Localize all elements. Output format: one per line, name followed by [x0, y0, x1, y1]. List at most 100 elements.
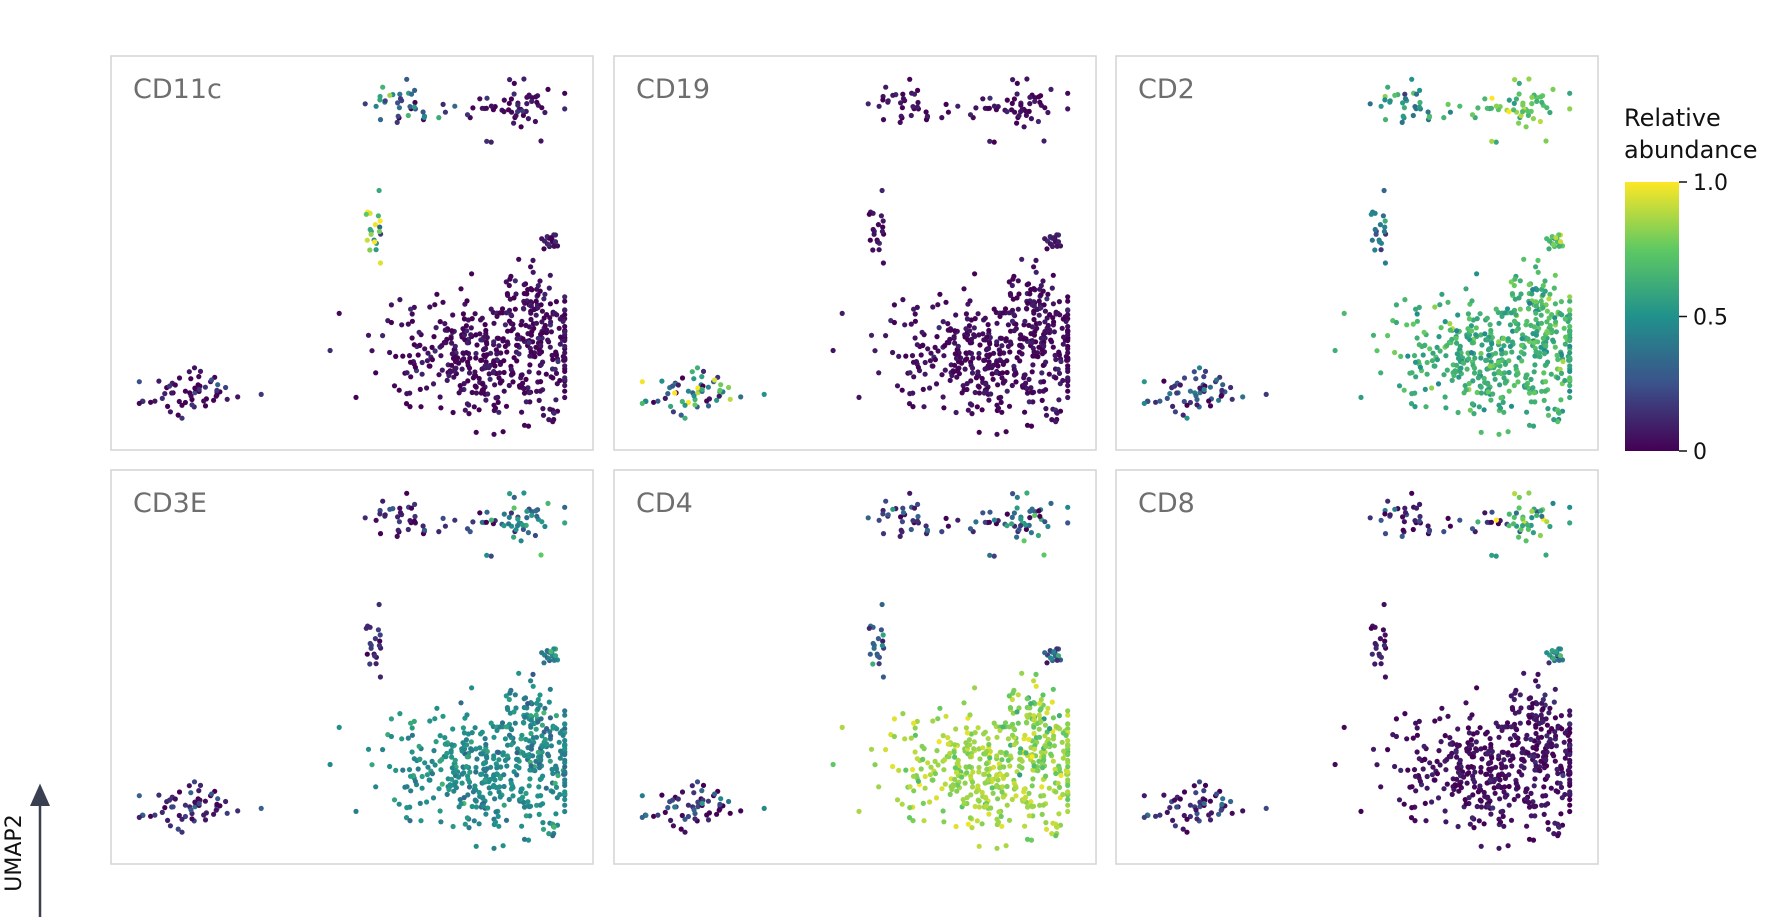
scatter-point: [558, 334, 564, 340]
scatter-point: [503, 279, 509, 285]
scatter-point: [1060, 730, 1066, 736]
scatter-point: [1488, 811, 1494, 817]
scatter-point: [1065, 329, 1071, 335]
scatter-point: [972, 730, 978, 736]
scatter-point: [1187, 388, 1193, 394]
scatter-point: [494, 765, 500, 771]
scatter-point: [1402, 505, 1408, 511]
scatter-point: [1435, 381, 1442, 387]
scatter-point: [1463, 700, 1469, 706]
scatter-point: [1054, 243, 1060, 249]
scatter-point: [1055, 653, 1062, 659]
scatter-point: [524, 101, 530, 107]
scatter-point: [1038, 749, 1044, 755]
scatter-point: [986, 359, 992, 365]
scatter-point: [1525, 336, 1531, 342]
scatter-point: [528, 730, 534, 737]
scatter-point: [1004, 523, 1010, 529]
scatter-point: [1487, 363, 1493, 369]
scatter-point: [416, 329, 422, 335]
scatter-point: [1172, 823, 1178, 829]
scatter-point: [467, 769, 473, 775]
scatter-point: [1435, 795, 1442, 801]
scatter-point: [1377, 653, 1383, 659]
scatter-point: [995, 382, 1001, 388]
scatter-point: [552, 653, 559, 659]
scatter-point: [553, 784, 560, 791]
scatter-point: [223, 798, 229, 805]
scatter-point: [470, 789, 476, 795]
scatter-point: [1413, 788, 1419, 794]
scatter-point: [538, 379, 544, 385]
scatter-point: [1567, 323, 1573, 330]
scatter-point: [691, 790, 697, 796]
scatter-point: [1475, 375, 1481, 381]
scatter-point: [1547, 291, 1553, 297]
scatter-point: [449, 351, 455, 357]
scatter-point: [1489, 552, 1495, 558]
scatter-point: [976, 350, 982, 357]
scatter-point: [519, 732, 525, 738]
scatter-point: [1036, 734, 1043, 740]
scatter-point: [1493, 139, 1499, 145]
scatter-point: [1369, 651, 1375, 657]
scatter-point: [452, 103, 458, 109]
scatter-point: [1187, 802, 1193, 808]
scatter-point: [377, 97, 383, 103]
scatter-point: [995, 796, 1001, 802]
scatter-point: [1018, 523, 1024, 529]
scatter-point: [510, 120, 517, 126]
scatter-point: [548, 733, 554, 739]
scatter-point: [388, 716, 394, 722]
scatter-point: [533, 320, 540, 326]
scatter-point: [1031, 746, 1037, 752]
scatter-point: [1065, 368, 1071, 374]
scatter-point: [409, 318, 415, 324]
umap2-axis-label: UMAP2: [2, 814, 27, 891]
scatter-point: [996, 761, 1002, 767]
scatter-point: [979, 789, 985, 796]
scatter-point: [1027, 515, 1033, 521]
scatter-point: [533, 508, 539, 514]
scatter-point: [1520, 102, 1526, 108]
scatter-point: [1014, 91, 1020, 97]
scatter-point: [682, 829, 688, 835]
scatter-point: [991, 553, 997, 559]
scatter-point: [1549, 312, 1555, 318]
scatter-point: [738, 394, 744, 400]
scatter-point: [459, 780, 465, 786]
scatter-point: [1501, 343, 1507, 349]
scatter-point: [1549, 741, 1555, 747]
scatter-point: [483, 811, 489, 817]
scatter-point: [430, 795, 437, 801]
scatter-point: [546, 831, 552, 837]
scatter-point: [924, 527, 931, 533]
scatter-point: [1457, 782, 1463, 788]
scatter-point: [1567, 777, 1573, 783]
scatter-point: [665, 805, 671, 811]
scatter-point: [1478, 429, 1484, 435]
scatter-point: [953, 769, 960, 776]
scatter-point: [1553, 319, 1559, 325]
scatter-point: [906, 401, 913, 407]
scatter-point: [994, 845, 1000, 851]
scatter-point: [1505, 843, 1511, 849]
scatter-point: [937, 291, 943, 297]
scatter-point: [516, 765, 522, 771]
scatter-point: [1454, 754, 1460, 760]
scatter-point: [1545, 330, 1551, 336]
scatter-point: [540, 826, 547, 832]
scatter-point: [870, 661, 876, 667]
scatter-point: [535, 292, 541, 298]
scatter-point: [524, 705, 530, 711]
scatter-point: [1045, 523, 1051, 530]
scatter-point: [1161, 792, 1167, 798]
scatter-point: [1538, 298, 1544, 304]
scatter-point: [1218, 807, 1224, 813]
scatter-point: [1478, 746, 1484, 752]
scatter-point: [1050, 715, 1056, 721]
scatter-point: [409, 732, 415, 738]
scatter-point: [1014, 534, 1020, 540]
scatter-point: [1042, 319, 1048, 325]
scatter-point: [1457, 368, 1463, 374]
